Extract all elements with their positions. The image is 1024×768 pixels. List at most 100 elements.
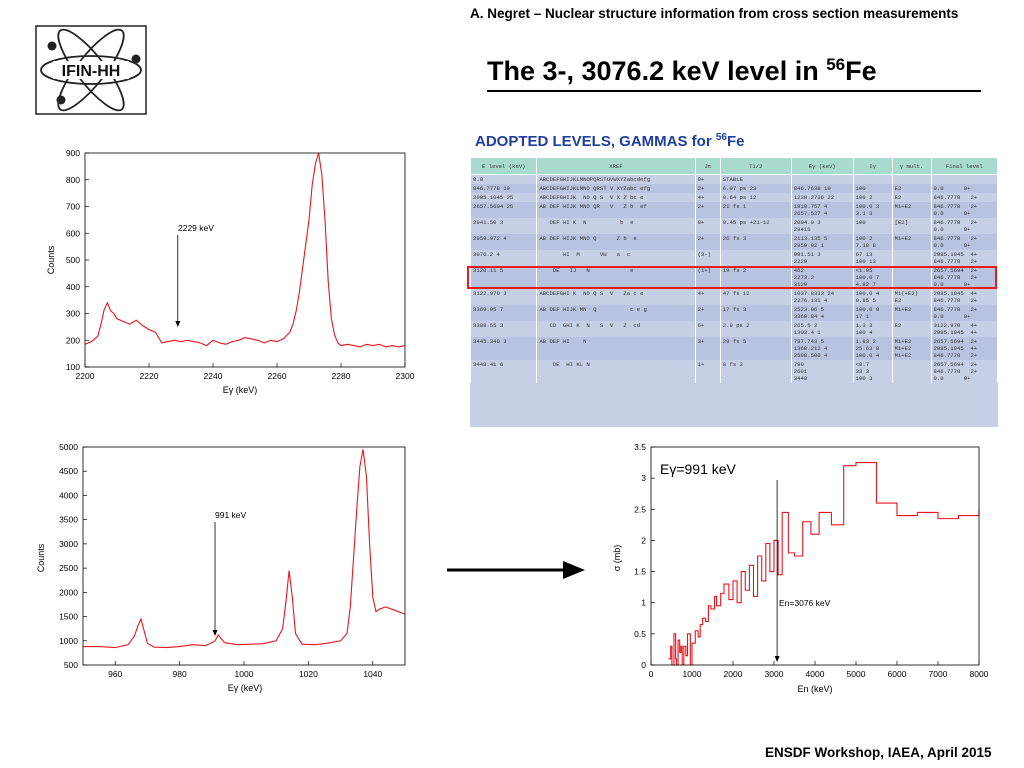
x-tick-label: 7000 [929,669,948,679]
ifin-hh-logo: IFIN-HH [35,25,147,115]
table-cell: 19 fs 2 [719,266,792,289]
y-tick-label: 700 [66,202,80,212]
y-tick-label: 4500 [59,466,78,476]
table-row: 2959.972 4 AB DEF HIJK MNO Q Z b e 2+ 26 fs… [470,234,998,250]
table-cell: DEF HI K N b e [536,218,696,234]
table-cell: 3120.11 5 [470,266,538,289]
spectrum2-frame [82,446,406,666]
table-header-cell: T1/2 [719,157,792,175]
cross-section-line [668,462,980,666]
table-cell: 67 13 100 13 [852,250,893,266]
y-tick-label: 0 [641,660,646,670]
table-cell: STABLE [719,174,792,184]
cross-section-chart: 0 1000 2000 3000 4000 5000 6000 7000 8000 0 0.5 1 1.… [612,442,989,694]
table-cell: 0.64 ps 12 [719,193,792,202]
table-cell: 846.7778 2+ 0.0 0+ [930,305,998,321]
y-tick-label: 3000 [59,539,78,549]
table-cell: 100 [852,218,893,234]
x-tick-label: 2000 [724,669,743,679]
x-tick-label: 8000 [970,669,989,679]
annotation-arrowhead-3076 [774,656,780,662]
table-cell: 100 [852,184,893,193]
table-cell: 2657.5694 25 [470,202,538,218]
title-underline [487,90,981,92]
table-cell: 1810.757 4 2657.527 4 [790,202,854,218]
table-cell: 991.51 3 2229 [790,250,854,266]
table-cell: 2959.972 4 [470,234,538,250]
table-cell: 2+ [694,305,721,321]
table-cell: M1+E2 [891,202,932,218]
table-cell: 846.7778 2+ [930,193,998,202]
table-row: 2085.1045 25 ABCDEFGHIJK NO Q S V X Z bc … [470,193,998,202]
x-tick-label: 0 [649,669,654,679]
table-cell: 2941.50 3 [470,218,538,234]
x-tick-label: 2300 [396,371,415,381]
table-row: 3445.340 3 AB DEF HI N 3+ 29 fs 5 787.743 5 … [470,337,998,360]
highlighted-level-box [467,266,997,289]
table-cell: 4+ [694,289,721,305]
table-header-row: E level (keV) XREF Jπ T1/2 Eγ (keV) Iγ γ mult.… [470,157,998,175]
table-header-cell: Eγ (keV) [790,157,854,175]
x-tick-label: 2260 [268,371,287,381]
table-cell: 790 2601 3448 [790,360,854,383]
spectrum1-xlabel: Eγ (keV) [223,385,258,395]
table-cell: 2+ [694,202,721,218]
xsection-xlabel: En (keV) [797,684,832,694]
table-cell: AB DEF HIJK MN Q c e g [536,305,696,321]
table-cell [790,174,854,184]
y-tick-label: 2000 [59,587,78,597]
table-cell: 2657.5694 2+ 846.7778 2+ 0.0 0+ [930,360,998,383]
spectrum1-ylabel: Counts [46,245,56,274]
table-cell: 462 2273.2 3120 [790,266,854,289]
y-tick-label: 400 [66,282,80,292]
slide-title: The 3-, 3076.2 keV level in 56Fe [487,55,877,87]
table-cell: (3-) [694,250,721,266]
table-cell: M1+E2 M1+E2 M1+E2 [891,337,932,360]
table-cell: DE HI KL N [536,360,696,383]
table-row: 2941.50 3 DEF HI K N b e 0+ 0.45 ps +21-12… [470,218,998,234]
table-row: 3369.95 7 AB DEF HIJK MN Q c e g 2+ 17 fs 3… [470,305,998,321]
table-cell: 3122.970 3 [470,289,538,305]
annotation-3076-label: En=3076 keV [779,598,831,608]
table-cell: 3122.970 4+ 2085.1045 4+ [930,321,998,337]
table-cell: 100.0 4 0.85 5 [852,289,893,305]
table-cell: 846.7778 2+ 0.0 0+ [930,234,998,250]
annotation-991-label: 991 keV [215,510,247,520]
table-cell: M1+E2 [891,234,932,250]
y-tick-label: 1500 [59,612,78,622]
table-cell: 265.5 2 1303.4 1 [790,321,854,337]
spectrum-991-line [83,449,406,649]
title-mass: 56 [826,55,846,74]
table-row: 3120.11 5 DE IJ N e (1+) 19 fs 2 462 2273.2… [470,266,998,289]
table-cell: 0+ [694,174,721,184]
table-cell: AB DEF HIJK MNO QR V Z b ef [536,202,696,218]
table-cell [891,174,932,184]
table-cell: ABCDEFGHIJKLMNO QRST V XYZabc efg [536,184,696,193]
heading-element: Fe [726,133,745,150]
y-tick-label: 1000 [59,636,78,646]
table-cell: 846.7778 2+ 0.0 0+ [930,202,998,218]
table-cell: 1238.2736 22 [790,193,854,202]
y-tick-label: 2 [641,535,646,545]
x-tick-label: 980 [173,669,187,679]
y-tick-label: 500 [66,255,80,265]
table-cell: E2 [891,184,932,193]
table-cell: 2085.1045 25 [470,193,538,202]
xsection-frame [650,446,980,666]
title-main: The 3-, 3076.2 keV level in [487,56,827,86]
table-row: 3076.2 4 HI M VW a c (3-) 991.51 3 2229 67 … [470,250,998,266]
table-row: 2657.5694 25 AB DEF HIJK MNO QR V Z b ef 2… [470,202,998,218]
x-tick-label: 2200 [76,371,95,381]
table-cell: 2657.5694 2+ 2085.1045 4+ 846.7778 2+ [930,337,998,360]
y-tick-label: 3500 [59,515,78,525]
table-cell: 1+ [694,360,721,383]
table-cell: 26 fs 3 [719,234,792,250]
table-cell: 3445.340 3 [470,337,538,360]
table-cell: 2+ [694,234,721,250]
table-header-cell: XREF [536,157,696,175]
x-tick-label: 1000 [683,669,702,679]
y-tick-label: 600 [66,228,80,238]
table-header-cell: γ mult. [891,157,932,175]
table-row: 846.7778 19 ABCDEFGHIJKLMNO QRST V XYZabc… [470,184,998,193]
